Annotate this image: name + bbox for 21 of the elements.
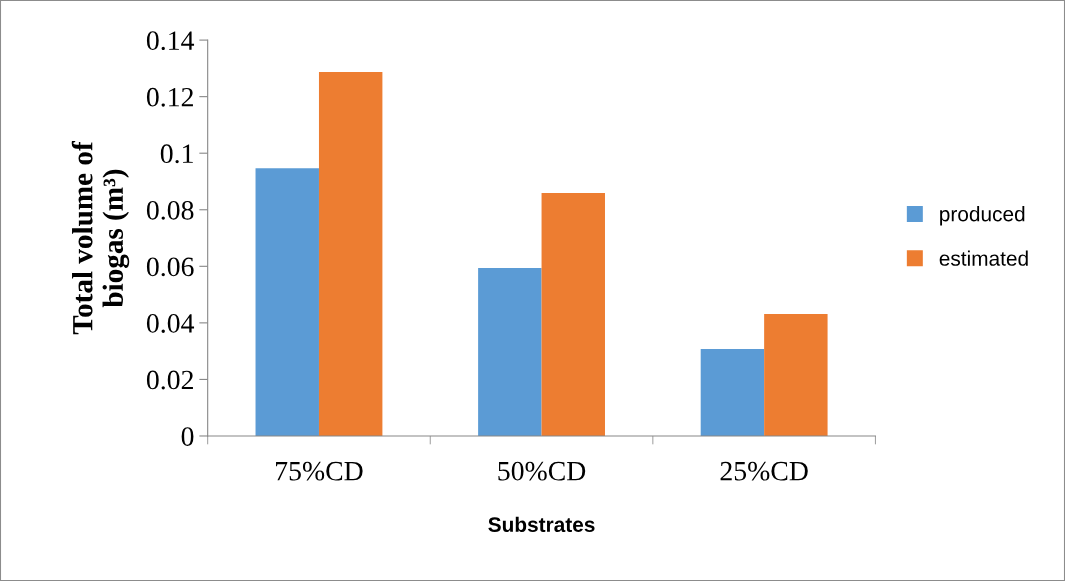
y-tick-label: 0.12 xyxy=(146,87,193,107)
bar xyxy=(764,314,828,436)
y-tick-label: 0.08 xyxy=(146,200,194,220)
x-tick-label: 50%CD xyxy=(498,461,586,481)
y-tick-label: 0.02 xyxy=(146,370,193,390)
bar xyxy=(478,268,542,436)
y-tick-label: 0.14 xyxy=(146,31,195,51)
y-axis-title: Total volume of biogas (m³) xyxy=(71,141,130,335)
y-tick-label: 0.06 xyxy=(146,257,194,277)
bar xyxy=(255,168,319,436)
x-tick-label: 75%CD xyxy=(276,461,363,481)
y-tick-label: 0.1 xyxy=(160,144,193,164)
y-tick-label: 0 xyxy=(181,427,194,446)
bar xyxy=(318,72,383,436)
y-tick-label: 0.04 xyxy=(146,314,195,333)
bar xyxy=(700,348,765,436)
x-tick-label: 25%CD xyxy=(720,461,808,481)
x-axis-title: Substrates xyxy=(488,516,595,533)
legend-label: produced xyxy=(940,206,1025,226)
bar xyxy=(541,193,605,436)
legend-label: estimated xyxy=(939,250,1028,266)
